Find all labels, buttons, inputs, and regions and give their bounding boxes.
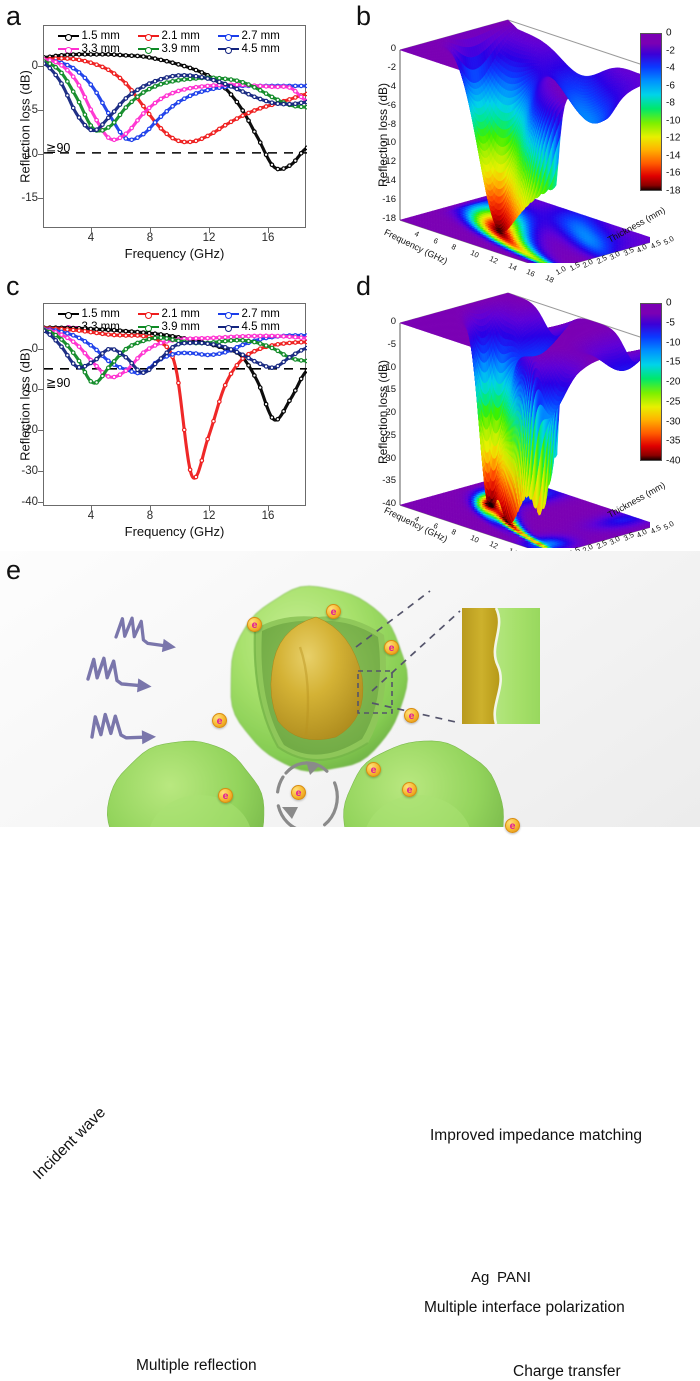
colorbar-tick-label: -6 — [666, 80, 675, 91]
panel-e: e Ag PANI Incident wave Improved impedan… — [0, 551, 700, 827]
colorbar-tick-label: -25 — [666, 396, 680, 407]
schematic-graphics — [0, 551, 700, 827]
electron-marker: e — [366, 762, 381, 777]
panel-c-xtick-3: 16 — [258, 510, 278, 522]
panel-d: d 0-5-10-15-20-25-30-35-40 Reflection lo… — [350, 265, 700, 551]
panel-c-curves — [44, 304, 307, 507]
panel-a-xtick-3: 16 — [258, 232, 278, 244]
interface-inset — [462, 1159, 540, 1275]
label-impedance-matching: Improved impedance matching — [430, 1127, 642, 1145]
inset-label-ag: Ag — [471, 1269, 489, 1286]
label-charge-transfer: Charge transfer — [513, 1363, 621, 1381]
panel-c-yaxis-title: Reflection loss (dB) — [18, 320, 33, 490]
colorbar-tick-label: -14 — [666, 150, 680, 161]
panel-c: c 1.5 mm 2.1 mm 2.7 mm 3.3 mm 3.9 mm — [0, 265, 350, 551]
colorbar-tick-label: -10 — [666, 115, 680, 126]
label-incident-wave: Incident wave — [30, 1104, 110, 1184]
ytick-label: 5.0 — [662, 234, 675, 247]
panel-b-surface — [360, 8, 650, 263]
panel-a-curves — [44, 26, 307, 229]
colorbar-tick-label: -40 — [666, 456, 680, 467]
electron-marker: e — [218, 788, 233, 803]
colorbar-tick-label: 0 — [666, 298, 672, 309]
panel-a-xtick-1: 8 — [140, 232, 160, 244]
colorbar-tick-label: -16 — [666, 168, 680, 179]
panel-a-xtick-2: 12 — [199, 232, 219, 244]
panel-c-plot-frame: 1.5 mm 2.1 mm 2.7 mm 3.3 mm 3.9 mm 4.5 m… — [43, 303, 306, 506]
panel-c-xtick-0: 4 — [81, 510, 101, 522]
panel-c-xaxis-title: Frequency (GHz) — [43, 524, 306, 539]
panel-d-colorbar — [640, 303, 662, 461]
panel-d-zaxis-title: Reflection loss (dB) — [376, 332, 390, 492]
panel-c-threshold-label: ≧90 — [46, 375, 70, 390]
electron-marker: e — [505, 818, 520, 833]
colorbar-tick-label: 0 — [666, 28, 672, 39]
ytick-label: 4.5 — [649, 238, 662, 251]
colorbar-tick-label: -8 — [666, 98, 675, 109]
electron-marker: e — [326, 604, 341, 619]
colorbar-tick-label: -5 — [666, 317, 675, 328]
panel-d-surface — [360, 283, 650, 548]
panel-c-letter: c — [6, 273, 20, 300]
electron-marker: e — [212, 713, 227, 728]
label-interface-polarization: Multiple interface polarization — [424, 1299, 625, 1317]
panel-a-threshold-label: ≧90 — [46, 140, 70, 155]
colorbar-tick-label: -15 — [666, 357, 680, 368]
colorbar-tick-label: -30 — [666, 416, 680, 427]
panel-a-xaxis-title: Frequency (GHz) — [43, 246, 306, 261]
electron-marker: e — [402, 782, 417, 797]
panel-a-xtick-0: 4 — [81, 232, 101, 244]
panel-a-plot-frame: 1.5 mm 2.1 mm 2.7 mm 3.3 mm 3.9 mm 4.5 m… — [43, 25, 306, 228]
panel-b: b 0-2-4-6-8-10-12-14-16-18 Reflection lo… — [350, 0, 700, 265]
electron-marker: e — [404, 708, 419, 723]
panel-c-ytick-4: -40 — [10, 496, 38, 508]
electron-marker: e — [247, 617, 262, 632]
panel-a-yaxis-title: Reflection loss (dB) — [18, 42, 33, 212]
ztick-label: 0 — [366, 43, 396, 54]
electron-marker: e — [384, 640, 399, 655]
panel-b-colorbar — [640, 33, 662, 191]
panel-a-letter: a — [6, 3, 21, 30]
panel-c-xtick-2: 12 — [199, 510, 219, 522]
colorbar-tick-label: -12 — [666, 133, 680, 144]
panel-b-zaxis-title: Reflection loss (dB) — [376, 55, 390, 215]
inset-label-pani: PANI — [497, 1269, 531, 1286]
colorbar-tick-label: -18 — [666, 186, 680, 197]
electron-marker: e — [291, 785, 306, 800]
colorbar-tick-label: -2 — [666, 45, 675, 56]
ytick-label: 5.0 — [662, 519, 675, 532]
colorbar-tick-label: -10 — [666, 337, 680, 348]
colorbar-tick-label: -20 — [666, 377, 680, 388]
panel-a: a 1.5 mm 2.1 mm 2.7 mm 3.3 mm 3.9 — [0, 0, 350, 265]
panel-c-xtick-1: 8 — [140, 510, 160, 522]
ztick-label: 0 — [366, 316, 396, 327]
ytick-label: 4.5 — [649, 523, 662, 536]
colorbar-tick-label: -4 — [666, 63, 675, 74]
label-multiple-reflection: Multiple reflection — [136, 1357, 257, 1375]
colorbar-tick-label: -35 — [666, 436, 680, 447]
